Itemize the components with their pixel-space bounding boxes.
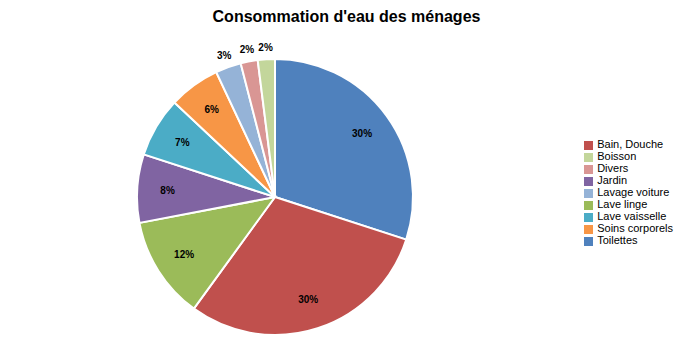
svg-text:3%: 3%: [217, 50, 232, 61]
svg-text:2%: 2%: [258, 42, 273, 53]
html-text:Divers: Divers: [597, 162, 629, 174]
svg-text:2%: 2%: [240, 44, 255, 55]
svg-text:8%: 8%: [160, 185, 175, 196]
svg-text:30%: 30%: [352, 128, 372, 139]
html-text:Lave linge: Lave linge: [597, 198, 648, 210]
html-text:Soins corporels: Soins corporels: [597, 222, 673, 234]
svg-text:7%: 7%: [175, 137, 190, 148]
svg-text:6%: 6%: [205, 104, 220, 115]
html-text:Consommation d'eau des ménages: Consommation d'eau des ménages: [212, 8, 481, 25]
html-text:Toilettes: Toilettes: [597, 234, 638, 246]
html-text:Lavage voiture: Lavage voiture: [597, 186, 670, 198]
svg-text:12%: 12%: [174, 249, 194, 260]
html-text:Bain, Douche: Bain, Douche: [597, 138, 664, 150]
html-text:Lave vaisselle: Lave vaisselle: [597, 210, 667, 222]
html-text:Boisson: Boisson: [597, 150, 637, 162]
svg-text:30%: 30%: [298, 294, 318, 305]
html-text:Jardin: Jardin: [597, 174, 628, 186]
